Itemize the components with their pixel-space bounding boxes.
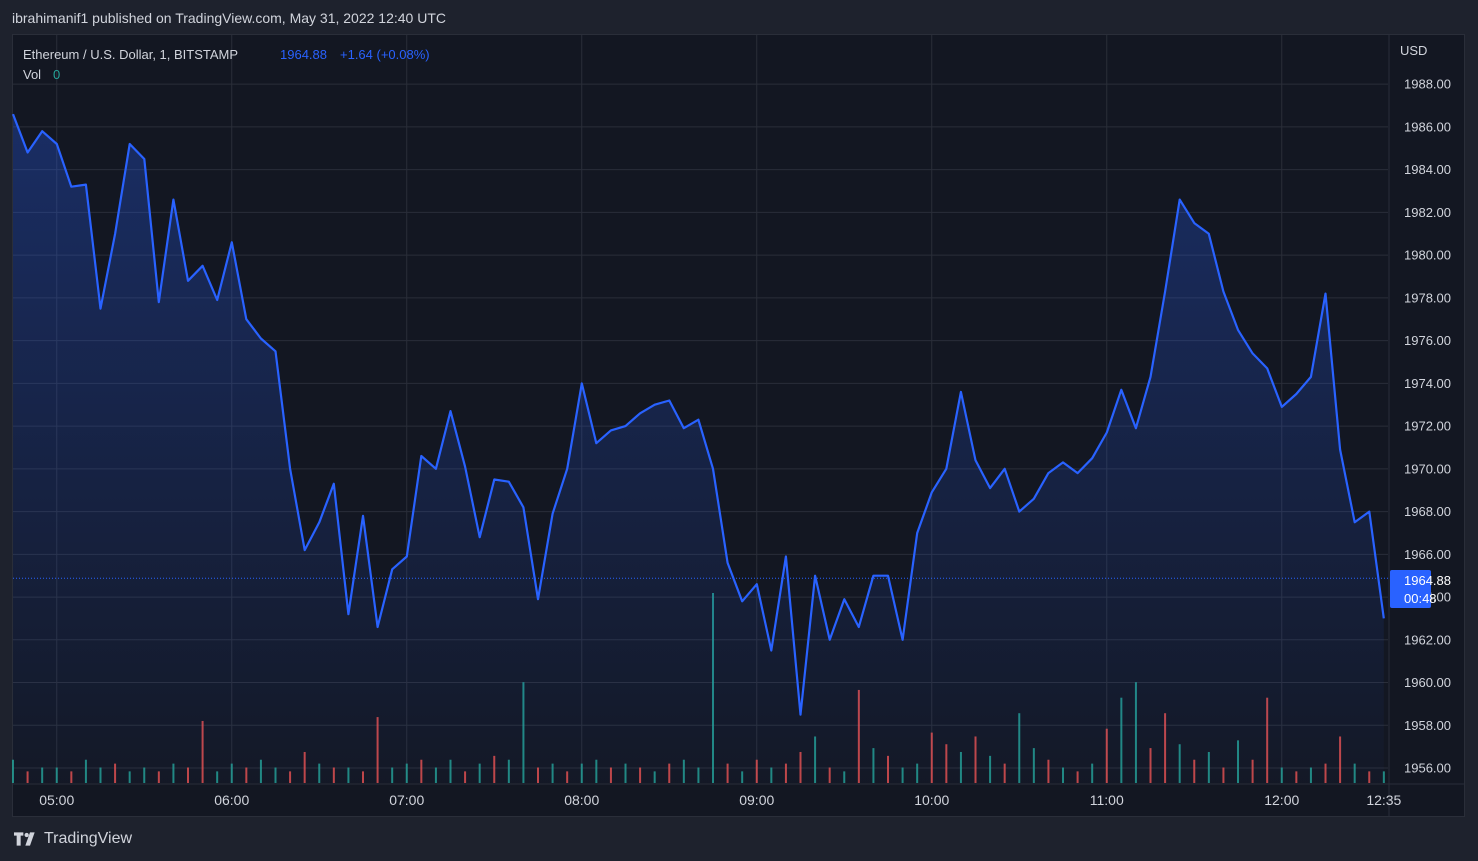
price-tick-label: 1986.00 [1404, 119, 1451, 134]
price-tick-label: 1960.00 [1404, 675, 1451, 690]
price-tick-label: 1966.00 [1404, 547, 1451, 562]
legend-price: 1964.88 [280, 47, 327, 62]
price-tick-label: 1976.00 [1404, 333, 1451, 348]
price-line [11, 113, 1385, 716]
legend-vol-value: 0 [53, 67, 60, 82]
time-tick-label: 09:00 [739, 792, 774, 808]
volume-bar [1382, 771, 1385, 783]
legend-symbol[interactable]: Ethereum / U.S. Dollar, 1, BITSTAMP [23, 47, 238, 62]
legend-change: +1.64 (+0.08%) [340, 47, 430, 62]
price-tick-label: 1956.00 [1404, 761, 1451, 776]
time-tick-label: 11:00 [1090, 792, 1124, 808]
time-axis-ticks: 05:00 06:00 07:00 08:00 09:00 10:00 11:00 12:00… [39, 792, 1401, 808]
price-tick-label: 1962.00 [1404, 632, 1451, 647]
brand-label: TradingView [44, 830, 133, 847]
last-price-label: 1964.88 [1404, 573, 1451, 588]
tradingview-brand[interactable]: TradingView [14, 830, 132, 848]
price-area [13, 114, 1384, 784]
last-price-badge [1390, 570, 1431, 608]
price-tick-label: 1974.00 [1404, 376, 1451, 391]
price-tick-label: 1958.00 [1404, 718, 1451, 733]
tradingview-logo-icon [14, 832, 35, 846]
legend-vol-label: Vol [23, 67, 41, 82]
time-tick-label: 05:00 [39, 792, 74, 808]
price-tick-label: 1980.00 [1404, 248, 1451, 263]
price-tick-label: 1978.00 [1404, 290, 1451, 305]
price-tick-label: 1972.00 [1404, 419, 1451, 434]
time-tick-label: 07:00 [389, 792, 424, 808]
price-tick-label: 1970.00 [1404, 461, 1451, 476]
time-tick-label: 12:00 [1264, 792, 1299, 808]
price-axis-currency: USD [1400, 43, 1427, 58]
price-tick-label: 1968.00 [1404, 504, 1451, 519]
publish-line: ibrahimanif1 published on TradingView.co… [12, 10, 446, 26]
time-tick-label: 10:00 [914, 792, 949, 808]
countdown-label: 00:48 [1404, 591, 1437, 606]
time-tick-label: 06:00 [214, 792, 249, 808]
time-tick-label: 08:00 [564, 792, 599, 808]
time-tick-label: 12:35 [1366, 792, 1401, 808]
price-tick-label: 1982.00 [1404, 205, 1451, 220]
price-axis-ticks: 1956.001958.001960.001962.001964.001966.… [1404, 77, 1451, 776]
price-tick-label: 1988.00 [1404, 77, 1451, 92]
price-tick-label: 1984.00 [1404, 162, 1451, 177]
